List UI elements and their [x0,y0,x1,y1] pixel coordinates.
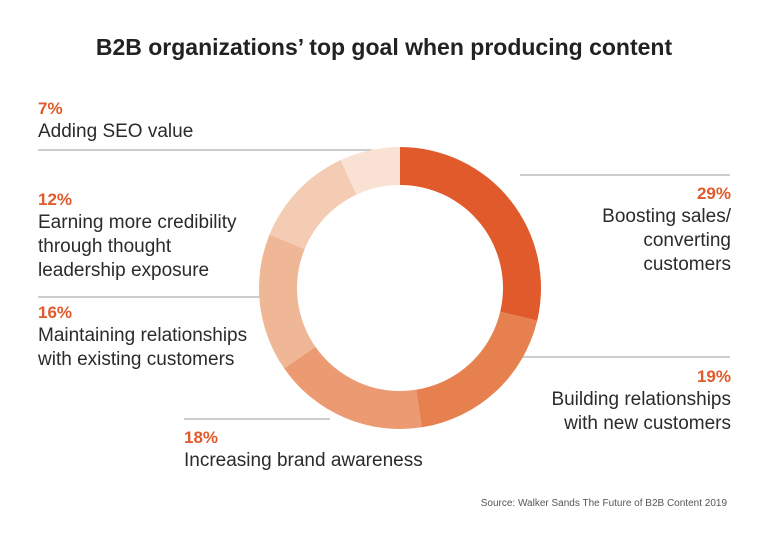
slice-percent-boosting-sales: 29% [696,184,731,203]
chart-title: B2B organizations’ top goal when produci… [95,34,673,60]
slice-percent-maintaining-relationships: 16% [38,303,73,322]
slice-seo-value [340,147,400,195]
label-seo-value: 7% Adding SEO value [38,98,193,144]
label-brand-awareness: 18% Increasing brand awareness [184,427,423,473]
slice-label-building-relationships: Building relationships with new customer… [551,389,731,434]
slice-brand-awareness [284,346,422,429]
slice-label-seo-value: Adding SEO value [38,121,194,142]
slice-percent-building-relationships: 19% [696,367,731,386]
label-maintaining-relationships: 16% Maintaining relationships with exist… [38,302,247,372]
slice-building-relationships [415,311,538,428]
slice-credibility [269,160,357,249]
slice-percent-seo-value: 7% [38,99,63,118]
slice-label-brand-awareness: Increasing brand awareness [184,450,423,471]
label-boosting-sales: 29% Boosting sales/ converting customers [602,183,731,277]
slice-boosting-sales [400,147,542,321]
slice-percent-brand-awareness: 18% [184,428,219,447]
slice-label-boosting-sales: Boosting sales/ converting customers [602,206,731,275]
slice-label-credibility: Earning more credibility through thought… [38,212,237,281]
source-note: Source: Walker Sands The Future of B2B C… [480,498,727,509]
label-credibility: 12% Earning more credibility through tho… [38,189,237,283]
slice-label-maintaining-relationships: Maintaining relationships with existing … [38,325,248,370]
label-building-relationships: 19% Building relationships with new cust… [551,366,731,436]
slice-percent-credibility: 12% [38,190,73,209]
slice-maintaining-relationships [258,234,316,369]
